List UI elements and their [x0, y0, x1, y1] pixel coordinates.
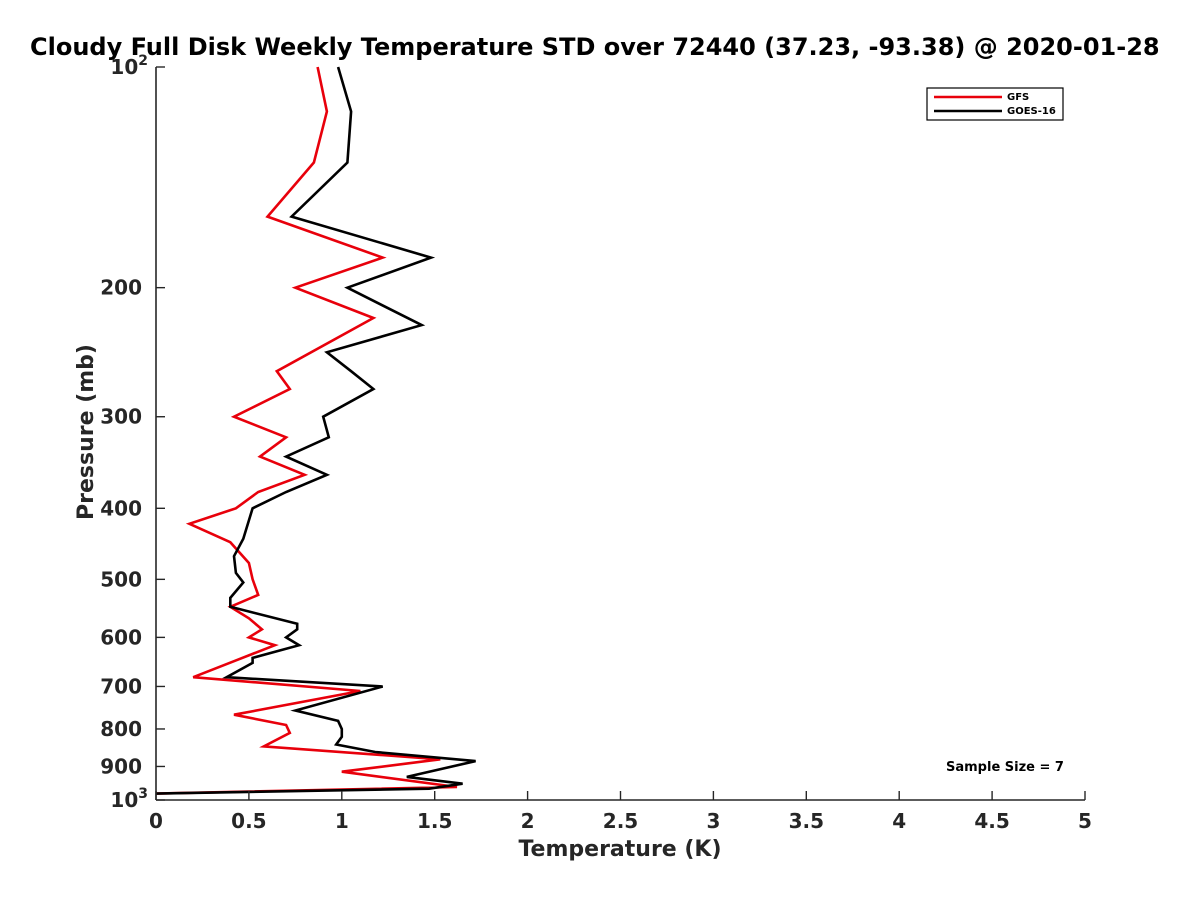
x-tick-label: 2.5 [603, 809, 638, 833]
x-tick-label: 1.5 [417, 809, 452, 833]
y-tick-label: 800 [100, 717, 142, 741]
x-tick-label: 5 [1078, 809, 1092, 833]
x-tick-label: 3 [706, 809, 720, 833]
series-layer [155, 66, 476, 795]
chart-title: Cloudy Full Disk Weekly Temperature STD … [30, 33, 1160, 61]
y-tick-label: 400 [100, 496, 142, 520]
x-tick-label: 1 [335, 809, 349, 833]
x-tick-label: 0 [149, 809, 163, 833]
sample-size-annotation: Sample Size = 7 [946, 760, 1064, 775]
legend-label-goes-16: GOES-16 [1007, 106, 1056, 117]
y-tick-label: 103 [110, 786, 148, 812]
legend: GFS GOES-16 [926, 87, 1064, 121]
tick-labels: 0 0.5 1 1.5 2 2.5 3 3.5 4 4.5 5 102 200 300 400 500 600 7… [100, 53, 1092, 833]
y-tick-label: 700 [100, 674, 142, 698]
y-tick-label: 900 [100, 754, 142, 778]
x-axis-label: Temperature (K) [518, 837, 721, 862]
x-tick-label: 4.5 [974, 809, 1009, 833]
legend-box [926, 87, 1064, 121]
series-line-gfs [155, 66, 458, 795]
axes [155, 66, 1086, 801]
y-tick-label: 600 [100, 625, 142, 649]
y-tick-label: 102 [110, 53, 148, 79]
x-tick-label: 3.5 [789, 809, 824, 833]
y-axis-label: Pressure (mb) [74, 344, 99, 520]
y-tick-label: 300 [100, 405, 142, 429]
x-tick-label: 2 [521, 809, 535, 833]
x-tick-label: 4 [892, 809, 906, 833]
series-line-goes-16 [155, 66, 476, 795]
x-tick-label: 0.5 [231, 809, 266, 833]
y-tick-label: 200 [100, 276, 142, 300]
legend-label-gfs: GFS [1007, 92, 1029, 103]
y-tick-label: 500 [100, 567, 142, 591]
